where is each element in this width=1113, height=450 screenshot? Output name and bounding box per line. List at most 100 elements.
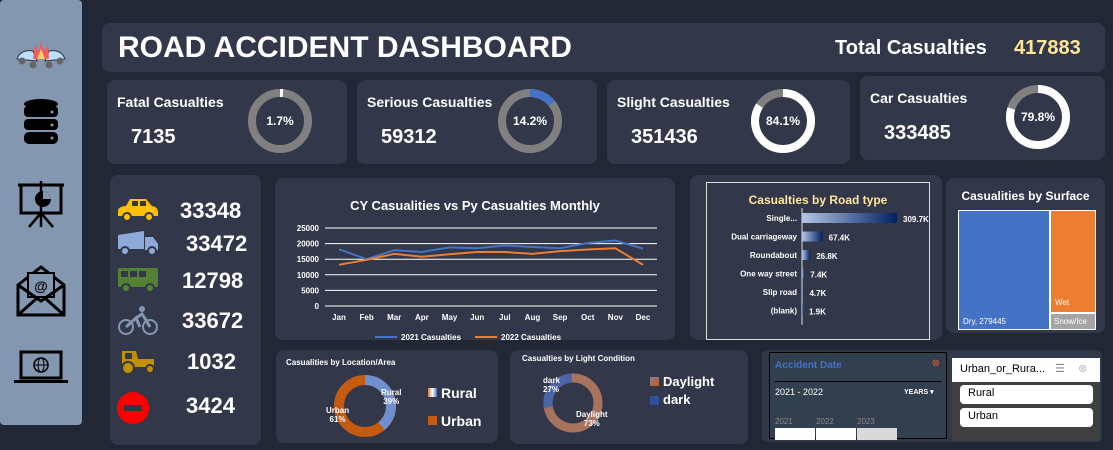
timeline-bar-2021[interactable] xyxy=(775,428,815,440)
x-tick-label: Oct xyxy=(581,313,595,322)
light-donut xyxy=(543,373,603,433)
kpi-label: Fatal Casualties xyxy=(117,94,224,110)
timeline-bar-2023[interactable] xyxy=(857,428,897,440)
vehicle-row: 12798 xyxy=(110,262,261,298)
bar-value-label: 26.8K xyxy=(816,252,838,261)
tractor-icon xyxy=(116,347,160,375)
multi-select-icon[interactable]: ☰ xyxy=(1055,363,1065,375)
laptop-globe-icon[interactable] xyxy=(10,343,72,393)
car-icon xyxy=(116,196,160,224)
year-2021: 2021 xyxy=(775,417,793,426)
rural-label: Rural xyxy=(381,388,402,397)
bar-value-label: 309.7K xyxy=(903,215,929,224)
total-casualties-label: Total Casualties xyxy=(835,37,987,59)
line-chart-svg: 0 5000 10000 15000 20000 25000 Jan Feb Mar Apr May… xyxy=(297,224,657,340)
kpi-value: 59312 xyxy=(381,126,437,148)
year-2022: 2022 xyxy=(816,417,834,426)
header: ROAD ACCIDENT DASHBOARD Total Casualties… xyxy=(102,23,1105,72)
car-crash-icon[interactable] xyxy=(10,30,72,80)
bar xyxy=(802,250,811,260)
kpi-value: 333485 xyxy=(884,122,951,144)
bar-value-label: 7.4K xyxy=(810,271,827,280)
presentation-icon[interactable] xyxy=(10,180,72,230)
day-label: Daylight xyxy=(576,410,608,419)
urban-pct: 61% xyxy=(329,415,346,424)
legend-swatch-daylight xyxy=(650,377,659,386)
bar-category: Slip road xyxy=(763,288,797,297)
bar xyxy=(802,287,804,297)
other-vehicle-icon xyxy=(116,391,160,424)
road-type-panel: Casualties by Road type Single... 309.7K D… xyxy=(690,175,942,340)
area-slicer: Urban_or_Rura... ☰ ⊗ Rural Urban xyxy=(952,358,1100,441)
legend-daylight: Daylight xyxy=(663,374,715,389)
treemap-dry[interactable]: Dry, 279445 xyxy=(958,210,1050,330)
kpi-label: Serious Casualties xyxy=(367,94,493,110)
dark-label: dark xyxy=(543,376,560,385)
rural-pct: 39% xyxy=(383,397,400,406)
y-tick-label: 5000 xyxy=(301,286,319,295)
series-line-2022-casualties xyxy=(338,247,644,266)
vehicle-value: 33348 xyxy=(180,198,242,223)
bar xyxy=(802,268,805,279)
legend-swatch-urban xyxy=(428,416,437,425)
legend-label: 2021 Casualties xyxy=(401,333,462,340)
date-slicer[interactable]: Accident Date ⊗ 2021 - 2022 YEARS ▾ 2021… xyxy=(769,352,947,440)
y-tick-label: 15000 xyxy=(297,255,320,264)
option-rural[interactable]: Rural xyxy=(960,385,1093,404)
kpi-value: 351436 xyxy=(631,126,698,148)
x-tick-label: Feb xyxy=(360,313,374,322)
option-urban[interactable]: Urban xyxy=(960,408,1093,427)
clear-filter-icon[interactable]: ⊗ xyxy=(1078,363,1088,375)
vehicle-panel: 33348 33472 12798 33672 1032 3424 xyxy=(110,175,261,445)
timeline-bar-2022[interactable] xyxy=(816,428,856,440)
email-icon[interactable]: @ xyxy=(10,262,72,318)
x-tick-label: Dec xyxy=(636,313,651,322)
bar-value-label: 67.4K xyxy=(829,234,851,243)
light-panel: Casualties by Light Condition dark 27% Da… xyxy=(510,350,748,444)
monthly-line-chart: CY Casualities vs Py Casualties Monthly … xyxy=(275,178,675,340)
vehicle-row: 33348 xyxy=(110,192,261,228)
bar xyxy=(802,231,823,242)
treemap-snow[interactable]: Snow/Ice xyxy=(1050,313,1096,330)
kpi-card: Fatal Casualties 7135 1.7% xyxy=(107,80,347,164)
total-casualties-value: 417883 xyxy=(1014,37,1081,59)
treemap-wet[interactable]: Wet xyxy=(1050,210,1096,313)
kpi-donut: 14.2% xyxy=(498,89,562,153)
surface-panel: Casualities by Surface Dry, 279445 Wet S… xyxy=(946,178,1105,333)
vehicle-value: 3424 xyxy=(186,393,235,418)
kpi-percent: 84.1% xyxy=(766,114,800,128)
chart-title: Casualties by Road type xyxy=(748,193,888,207)
legend-label: 2022 Casualties xyxy=(501,333,562,340)
kpi-donut: 1.7% xyxy=(248,89,312,153)
bar xyxy=(802,305,803,316)
vehicle-row: 33472 xyxy=(110,225,261,261)
y-tick-label: 0 xyxy=(315,302,320,311)
kpi-donut: 79.8% xyxy=(1006,85,1070,149)
legend-dark: dark xyxy=(663,392,691,407)
vehicle-value: 12798 xyxy=(182,268,244,293)
kpi-donut: 84.1% xyxy=(751,89,815,153)
kpi-percent: 79.8% xyxy=(1021,110,1055,124)
database-icon[interactable] xyxy=(10,97,72,147)
kpi-label: Car Casualties xyxy=(870,90,968,106)
svg-text:@: @ xyxy=(34,278,48,294)
years-dropdown[interactable]: YEARS ▾ xyxy=(904,389,934,396)
treemap-label: Dry, 279445 xyxy=(963,317,1006,326)
x-tick-label: Jul xyxy=(499,313,511,322)
kpi-label: Slight Casualties xyxy=(617,94,730,110)
legend-rural: Rural xyxy=(441,385,477,401)
x-tick-label: Jun xyxy=(470,313,484,322)
urban-label: Urban xyxy=(326,406,350,415)
chart-title: Casualities by Surface xyxy=(961,189,1090,203)
series-line-2021-casualties xyxy=(338,239,644,261)
date-slicer-title: Accident Date xyxy=(775,360,842,371)
clear-filter-icon[interactable]: ⊗ xyxy=(931,358,940,369)
date-range: 2021 - 2022 xyxy=(775,387,824,397)
treemap-label: Snow/Ice xyxy=(1054,317,1087,326)
kpi-card: Slight Casualties 351436 84.1% xyxy=(607,80,850,164)
kpi-card: Serious Casualties 59312 14.2% xyxy=(357,80,597,164)
y-tick-label: 20000 xyxy=(297,240,320,249)
kpi-percent: 1.7% xyxy=(266,114,294,128)
vehicle-row: 3424 xyxy=(110,387,261,424)
vehicle-value: 33472 xyxy=(186,231,248,256)
